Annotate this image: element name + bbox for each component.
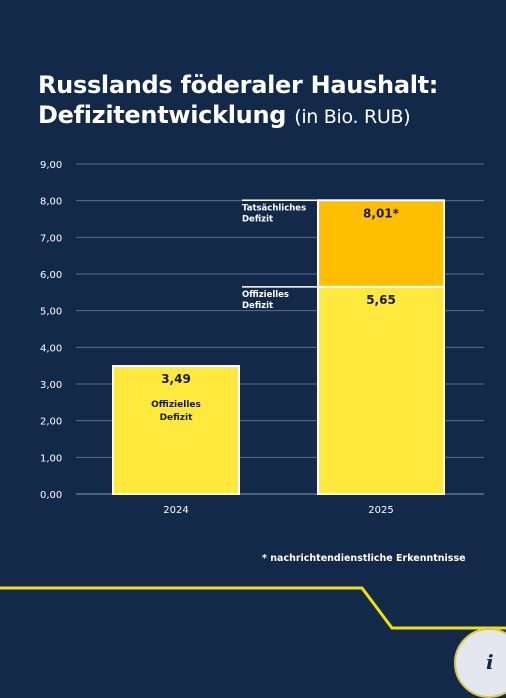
footnote: * nachrichtendienstliche Erkenntnisse	[262, 553, 466, 564]
title-unit: (in Bio. RUB)	[294, 106, 411, 128]
deficit-bar-chart: 0,00 1,00 2,00 3,00 4,00 5,00 6,00 7,00 8,00 9,00…	[0, 160, 506, 630]
y-tick-label: 3,00	[40, 380, 62, 391]
side-label-official: Offizielles	[242, 290, 289, 300]
data-label: 8,01*	[363, 206, 400, 220]
chart-title: Russlands föderaler Haushalt: Defizitent…	[38, 70, 498, 132]
y-tick-label: 2,00	[40, 417, 62, 428]
title-line-1: Russlands föderaler Haushalt:	[38, 71, 439, 99]
data-label: 3,49	[161, 372, 191, 386]
bar-inside-label: Offizielles	[151, 400, 201, 410]
accent-line	[0, 586, 506, 630]
y-tick-label: 0,00	[40, 490, 62, 501]
bar-2025-official	[317, 285, 445, 496]
y-tick-label: 7,00	[40, 233, 62, 244]
x-tick-label: 2024	[163, 505, 188, 516]
side-label-actual: Defizit	[242, 214, 273, 224]
title-line-2: Defizitentwicklung (in Bio. RUB)	[38, 100, 498, 132]
x-tick-label: 2025	[368, 505, 393, 516]
side-label-official: Defizit	[242, 301, 273, 311]
bar-2024-official	[112, 365, 240, 495]
info-icon[interactable]: i	[486, 650, 494, 674]
side-label-actual: Tatsächliches	[242, 203, 306, 213]
bar-inside-label: Defizit	[160, 413, 194, 423]
y-tick-label: 6,00	[40, 270, 62, 281]
y-tick-label: 4,00	[40, 343, 62, 354]
y-tick-label: 5,00	[40, 307, 62, 318]
y-tick-label: 9,00	[40, 160, 62, 171]
title-main: Defizitentwicklung	[38, 101, 287, 129]
bar-2025-actual	[317, 199, 445, 288]
y-tick-label: 1,00	[40, 453, 62, 464]
data-label: 5,65	[366, 293, 396, 307]
y-tick-label: 8,00	[40, 197, 62, 208]
